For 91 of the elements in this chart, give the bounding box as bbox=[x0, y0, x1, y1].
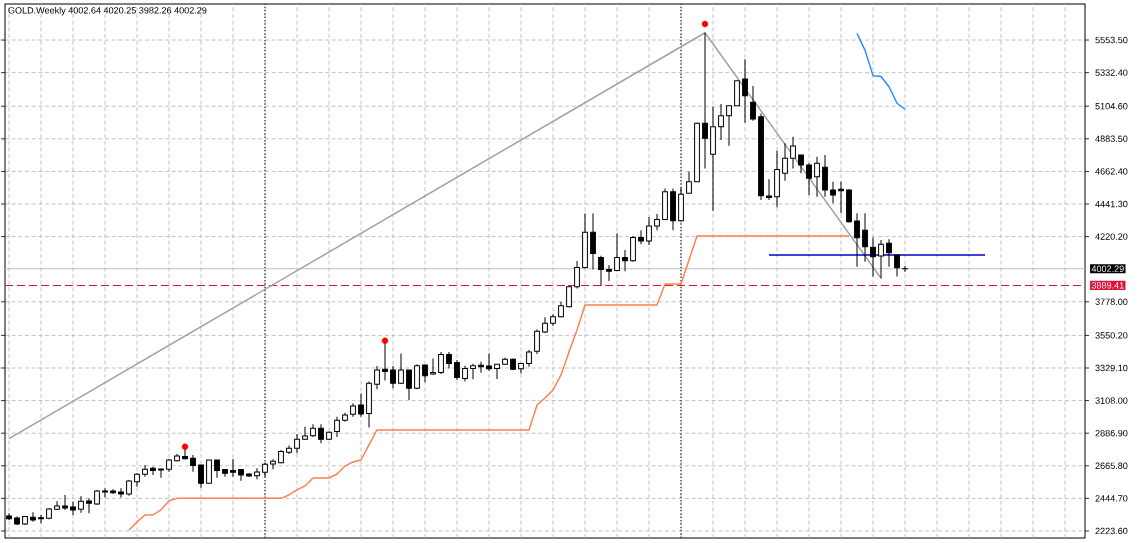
point bbox=[181, 443, 189, 450]
candlestick bbox=[830, 181, 836, 204]
candlestick bbox=[430, 357, 436, 376]
y-tick-label: 3108.00 bbox=[1095, 397, 1128, 404]
candlestick bbox=[478, 361, 484, 374]
candlestick bbox=[254, 467, 260, 480]
candlestick bbox=[142, 464, 148, 478]
point bbox=[701, 20, 709, 28]
candlestick bbox=[374, 365, 380, 390]
candlestick bbox=[62, 494, 68, 511]
ref-line-label: 3889.41 bbox=[1091, 282, 1124, 289]
candlestick bbox=[318, 423, 324, 444]
candlestick bbox=[302, 426, 308, 441]
ref-line-label: 4002.29 bbox=[1091, 265, 1124, 272]
y-tick-label: 5553.50 bbox=[1095, 36, 1128, 44]
candlestick bbox=[638, 229, 644, 245]
y-tick-label: 2886.90 bbox=[1095, 429, 1128, 437]
chart-title: GOLD.Weekly 4002.64 4020.25 3982.26 4002.29 bbox=[8, 6, 207, 16]
candlestick bbox=[150, 466, 156, 476]
candlestick bbox=[750, 85, 756, 122]
candlestick bbox=[838, 181, 844, 214]
candlestick bbox=[158, 468, 164, 479]
point bbox=[381, 337, 389, 344]
candlestick bbox=[70, 501, 76, 516]
candlestick bbox=[86, 497, 92, 514]
candlestick bbox=[790, 136, 796, 169]
candlestick bbox=[590, 213, 596, 270]
candlestick bbox=[630, 235, 636, 263]
candlestick bbox=[878, 239, 884, 279]
candlestick bbox=[902, 265, 908, 273]
candlestick bbox=[494, 363, 500, 380]
candlestick bbox=[822, 154, 828, 198]
candlestick bbox=[238, 469, 244, 482]
candlestick bbox=[230, 458, 236, 478]
y-tick-label: 4441.30 bbox=[1095, 200, 1128, 208]
candlestick bbox=[398, 352, 404, 385]
candlestick bbox=[606, 264, 612, 282]
candlestick bbox=[646, 216, 652, 246]
candlestick bbox=[598, 255, 604, 287]
candlestick bbox=[118, 487, 124, 499]
y-tick-label: 2665.80 bbox=[1095, 462, 1128, 469]
candlestick bbox=[702, 32, 708, 169]
y-tick-label: 3329.10 bbox=[1095, 364, 1128, 372]
y-tick-label: 5332.40 bbox=[1095, 69, 1128, 76]
y-tick-label: 3550.20 bbox=[1095, 332, 1128, 339]
y-tick-label: 2223.60 bbox=[1095, 527, 1128, 535]
candlestick bbox=[78, 495, 84, 514]
candlestick bbox=[438, 351, 444, 375]
y-tick-label: 2444.70 bbox=[1095, 495, 1128, 502]
candlestick bbox=[270, 458, 276, 470]
candlestick bbox=[614, 232, 620, 272]
candlestick bbox=[806, 162, 812, 196]
candlestick bbox=[622, 249, 628, 272]
candlestick bbox=[294, 433, 300, 454]
candlestick bbox=[198, 464, 204, 489]
candlestick bbox=[38, 514, 44, 524]
y-tick-label: 4662.40 bbox=[1095, 168, 1128, 175]
candlestick bbox=[206, 459, 212, 484]
candlestick bbox=[686, 171, 692, 194]
y-tick-label: 4883.50 bbox=[1095, 135, 1128, 143]
candlestick bbox=[654, 213, 660, 231]
candlestick bbox=[390, 365, 396, 389]
candlestick bbox=[454, 359, 460, 381]
y-tick-label: 4220.20 bbox=[1095, 233, 1128, 240]
candlestick bbox=[766, 178, 772, 201]
line-series bbox=[856, 32, 906, 110]
candlestick bbox=[414, 363, 420, 390]
y-tick-label: 3778.00 bbox=[1095, 298, 1128, 306]
candlestick bbox=[406, 369, 412, 401]
candlestick bbox=[534, 328, 540, 355]
candlestick bbox=[862, 212, 868, 263]
candlestick bbox=[102, 487, 108, 498]
candlestick bbox=[30, 511, 36, 523]
candlestick bbox=[894, 254, 900, 278]
candlestick bbox=[742, 58, 748, 124]
candlestick bbox=[334, 416, 340, 438]
candlestick bbox=[814, 156, 820, 198]
candlestick bbox=[470, 363, 476, 380]
candlestick bbox=[782, 142, 788, 182]
candlestick bbox=[718, 103, 724, 141]
candlestick bbox=[726, 105, 732, 147]
candlestick bbox=[574, 260, 580, 289]
candlestick bbox=[798, 154, 804, 174]
candlestick bbox=[358, 393, 364, 418]
candlestick bbox=[854, 212, 860, 268]
candlestick bbox=[886, 238, 892, 268]
y-tick-label: 5104.60 bbox=[1095, 103, 1128, 110]
candlestick bbox=[190, 454, 196, 473]
candlestick bbox=[870, 237, 876, 278]
candlestick bbox=[486, 352, 492, 372]
candlestick bbox=[134, 472, 140, 488]
